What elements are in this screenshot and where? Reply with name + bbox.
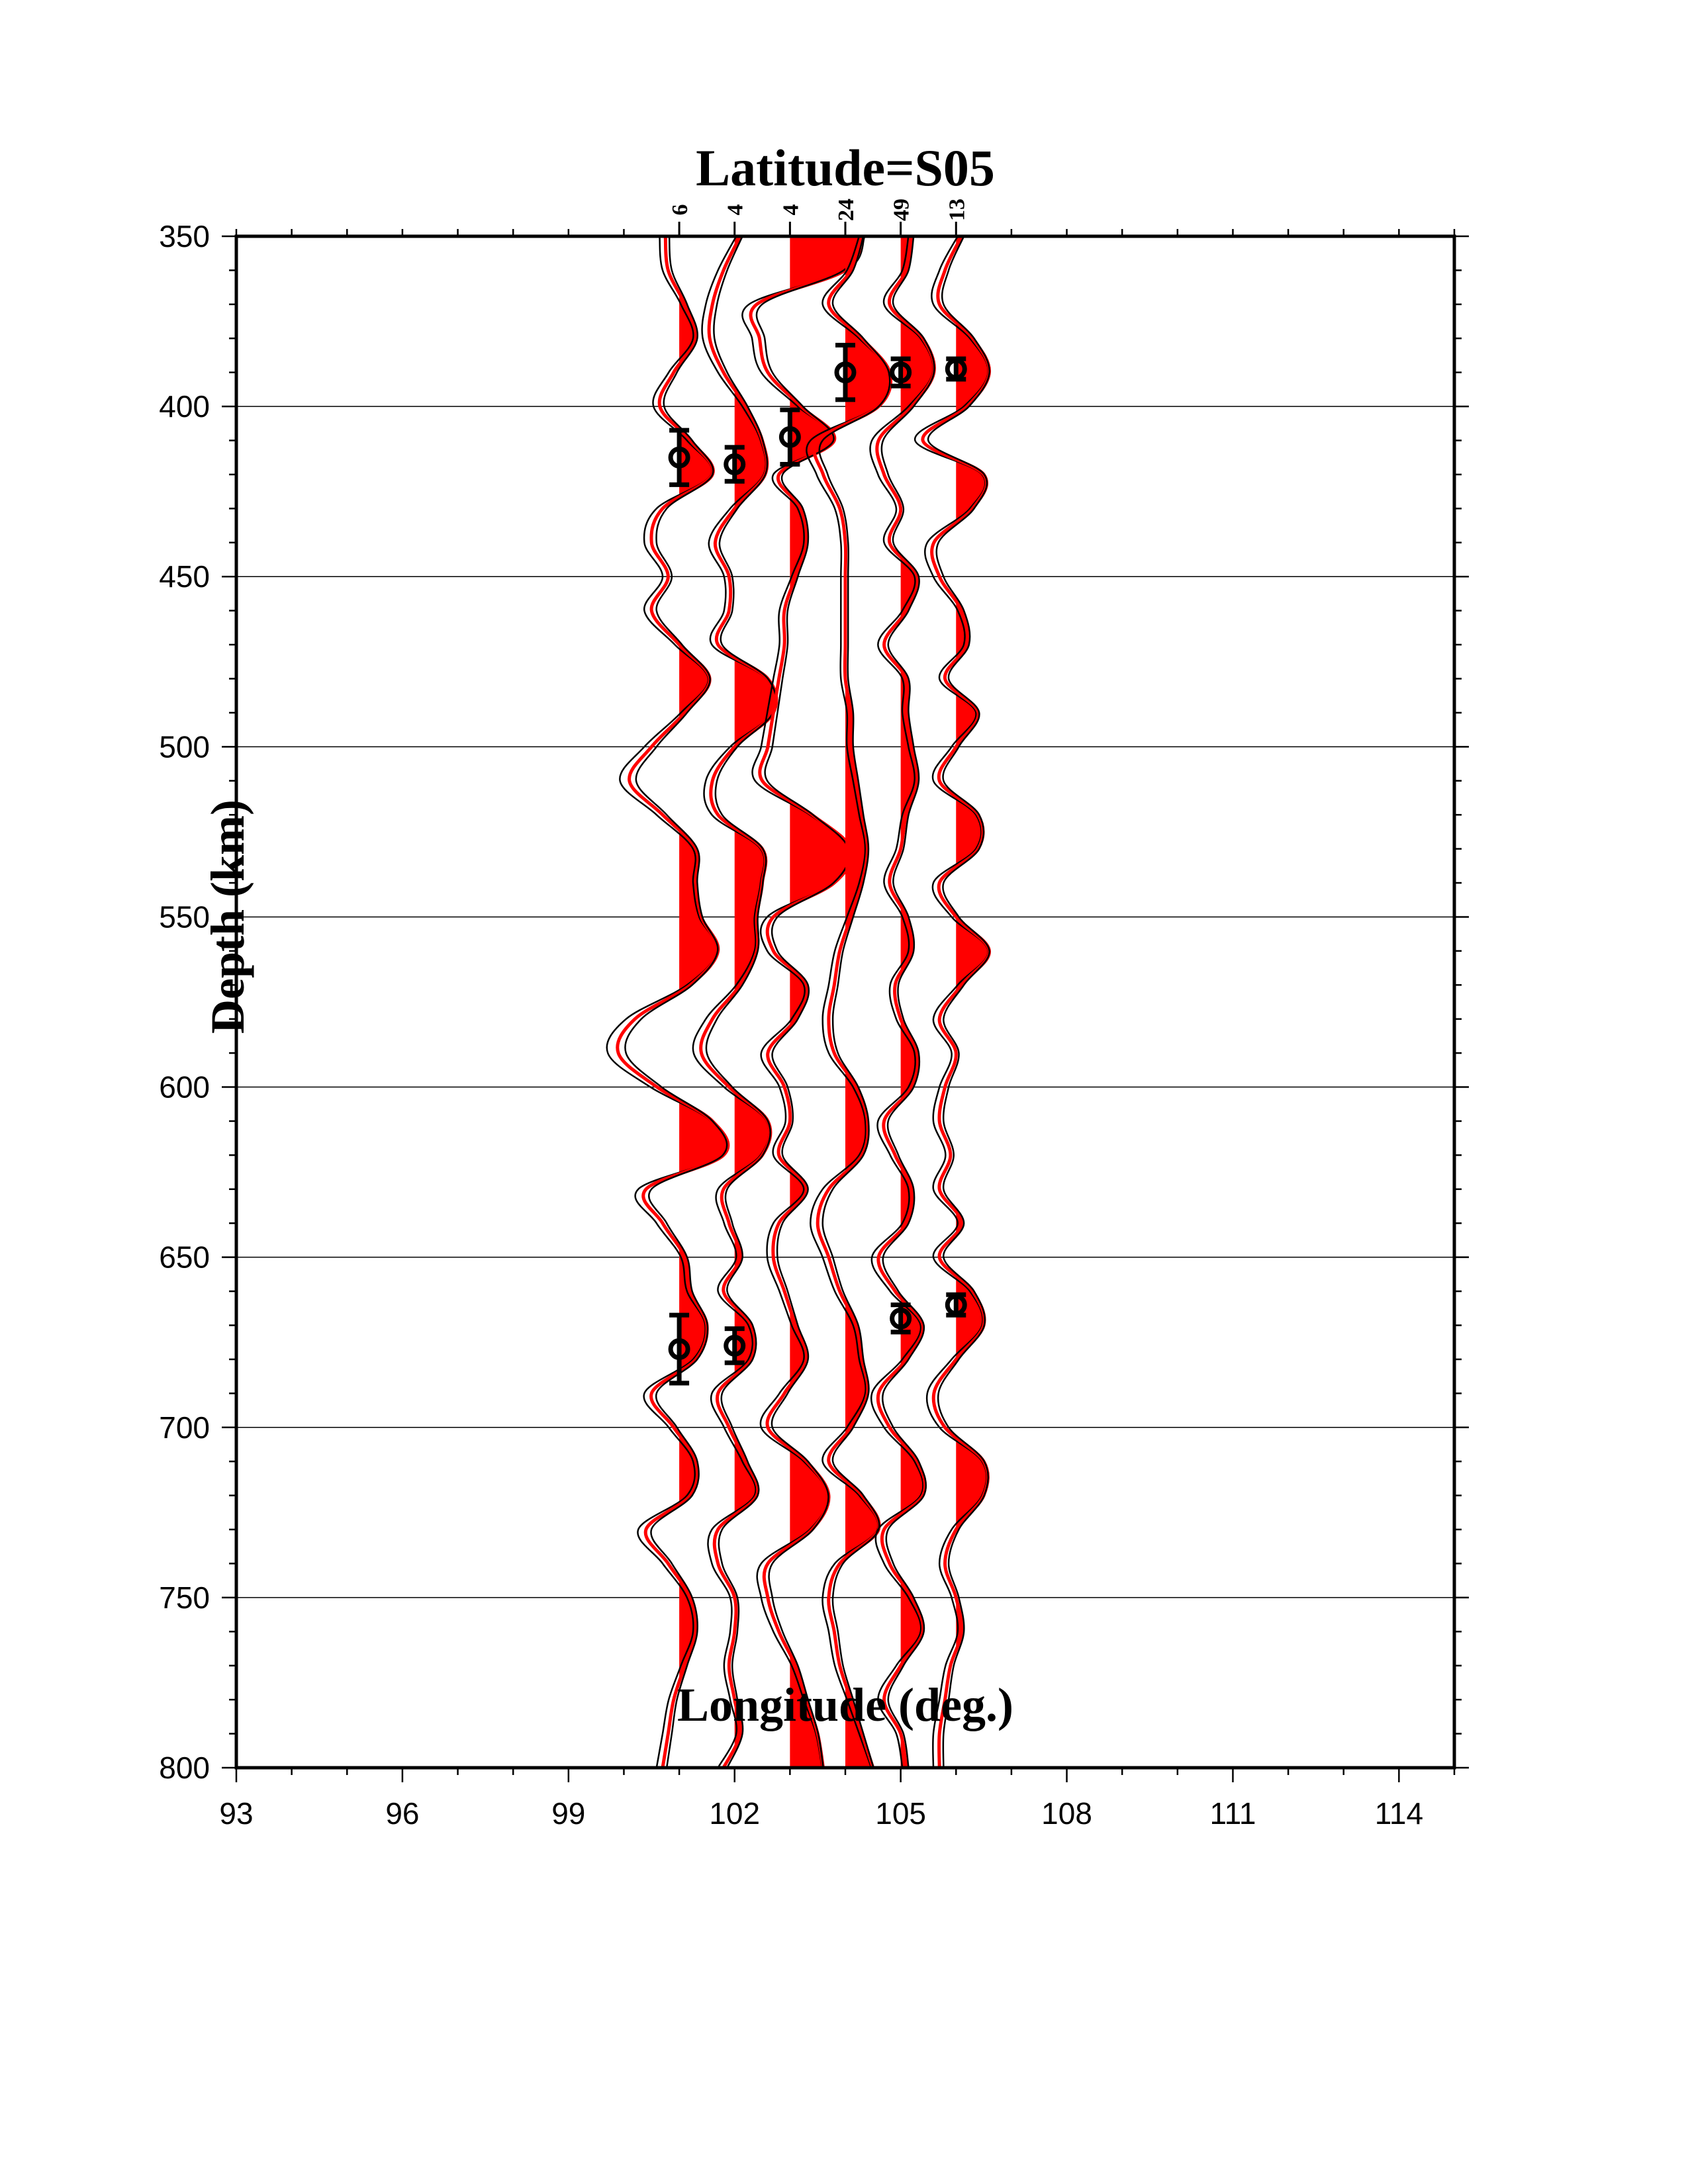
pick-marker (724, 1326, 746, 1365)
axes: 6 4 4 24 49 13 93 96 99 102 105 108 111 114 350 400 450 5… (159, 199, 1469, 1831)
trace-positive-fill (679, 236, 728, 1768)
trace-count-label: 13 (945, 199, 969, 221)
trace (806, 236, 893, 1768)
trace-line-outer (869, 236, 934, 1768)
y-tick-label: 450 (159, 559, 210, 594)
x-tick-label: 105 (875, 1796, 926, 1831)
pick-marker (668, 428, 690, 487)
y-axis-title: Depth (km) (201, 799, 254, 1034)
pick-circle (668, 446, 690, 469)
y-tick-label: 350 (159, 219, 210, 253)
trace-line-inner (755, 236, 860, 1768)
trace-count-label: 24 (834, 199, 859, 221)
x-tick-label: 108 (1041, 1796, 1092, 1831)
pick-marker (945, 1292, 967, 1318)
x-tick-label: 93 (219, 1796, 253, 1831)
chart-title: Latitude=S05 (696, 139, 995, 197)
y-tick-label: 600 (159, 1070, 210, 1105)
y-tick-label: 800 (159, 1751, 210, 1785)
y-tick-label: 500 (159, 729, 210, 764)
x-axis-title: Longitude (deg.) (677, 1678, 1013, 1731)
trace-line-outer (692, 236, 777, 1768)
trace (741, 235, 866, 1768)
trace-line-mean (699, 235, 778, 1769)
trace-line-mean (921, 235, 991, 1768)
pick-circle (668, 1338, 690, 1361)
x-tick-label: 99 (551, 1796, 585, 1831)
y-tick-label: 650 (159, 1240, 210, 1275)
y-tick-label: 700 (159, 1410, 210, 1445)
trace-line-inner (624, 236, 728, 1768)
pick-marker (778, 407, 801, 467)
trace-count-label: 49 (890, 199, 914, 221)
trace-count-label: 6 (668, 205, 692, 216)
trace-line-inner (818, 236, 891, 1768)
pick-circle (890, 1307, 912, 1330)
trace (606, 236, 730, 1768)
trace (869, 236, 936, 1768)
pick-marker (945, 356, 967, 382)
trace-positive-fill (845, 236, 891, 1768)
y-tick-label: 550 (159, 899, 210, 934)
trace-count-label: 4 (724, 205, 748, 216)
trace-line-inner (927, 236, 990, 1768)
pick-circle (724, 1334, 746, 1357)
trace-line-mean (875, 236, 936, 1768)
x-tick-label: 96 (385, 1796, 419, 1831)
y-tick-label: 400 (159, 389, 210, 424)
pick-marker (834, 343, 857, 402)
trace-line-inner (705, 236, 777, 1768)
pick-circle (890, 361, 912, 384)
pick-circle (834, 361, 857, 384)
x-tick-label: 114 (1375, 1796, 1423, 1831)
trace-line-mean (616, 236, 730, 1768)
x-tick-label: 111 (1209, 1796, 1256, 1831)
trace-line-inner (880, 236, 935, 1768)
pick-circle (724, 453, 746, 476)
pick-marker (890, 356, 912, 388)
y-tick-label: 750 (159, 1580, 210, 1615)
pick-circle (945, 358, 967, 381)
trace (914, 235, 991, 1768)
x-tick-label: 102 (709, 1796, 760, 1831)
pick-circle (778, 426, 801, 448)
pick-marker (668, 1312, 690, 1386)
pick-marker (890, 1302, 912, 1335)
trace (692, 235, 778, 1769)
trace-count-label: 4 (778, 205, 803, 216)
pick-circle (945, 1294, 967, 1316)
trace-line-outer (606, 236, 729, 1768)
traces (606, 235, 991, 1769)
trace-positive-fill (900, 236, 935, 1768)
pick-marker (724, 445, 746, 484)
